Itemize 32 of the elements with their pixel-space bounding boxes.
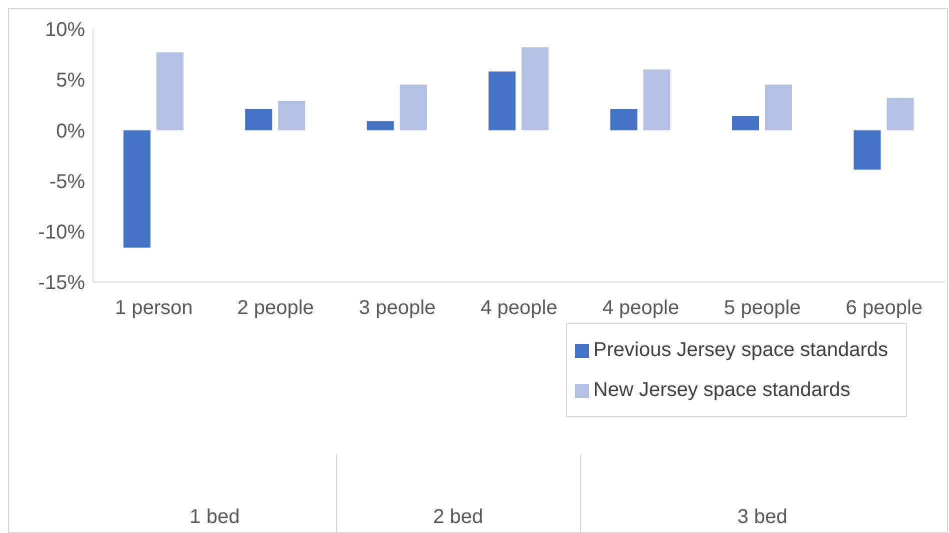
bar	[366, 121, 394, 130]
bar	[522, 47, 549, 130]
bar	[854, 130, 881, 170]
y-tick-label: 0%	[56, 120, 86, 142]
y-tick-label: -15%	[38, 272, 86, 294]
y-tick-label: -10%	[38, 222, 86, 244]
x-tick-label: 2 people	[237, 297, 314, 320]
text: 3 bed	[736, 506, 788, 529]
y-tick-label: -5%	[49, 170, 86, 193]
bar	[245, 108, 272, 130]
x-tick-label: 1 person	[114, 297, 193, 320]
bar	[732, 116, 759, 130]
bar	[765, 84, 792, 130]
legend-label: New Jersey space standards	[593, 379, 850, 401]
y-tick-label: 5%	[56, 70, 86, 92]
bar	[886, 98, 914, 130]
y-tick-label: 10%	[44, 19, 86, 42]
x-tick-label: 3 people	[358, 297, 436, 320]
x-tick-label: 4 people	[480, 297, 558, 320]
bar	[156, 52, 184, 130]
bar	[400, 84, 427, 130]
x-tick-label: 5 people	[724, 297, 801, 320]
text: 1 bed	[188, 506, 241, 529]
text: 2 bed	[432, 506, 484, 529]
bar	[278, 100, 306, 130]
bar	[488, 72, 516, 130]
bar	[643, 69, 670, 130]
legend-label: Previous Jersey space standards	[593, 339, 888, 361]
x-tick-label: 6 people	[846, 297, 923, 320]
x-tick-label: 4 people	[602, 297, 680, 320]
bar	[610, 108, 638, 130]
bar	[123, 130, 150, 248]
